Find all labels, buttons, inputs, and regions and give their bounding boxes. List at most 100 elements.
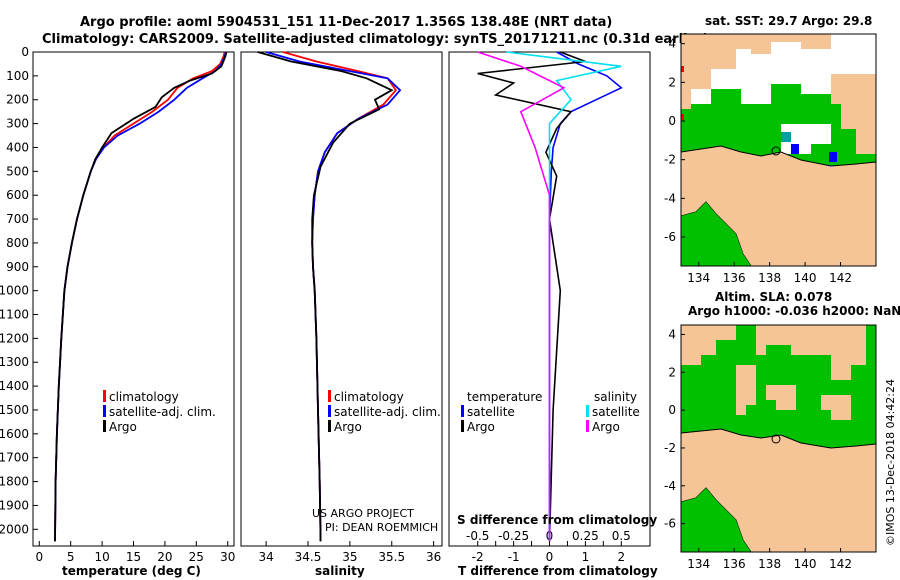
sla-land-north-4	[766, 385, 796, 410]
map-y-tick-label: -6	[664, 230, 676, 244]
legend-label-climatology: climatology	[334, 390, 404, 404]
map-y-tick-label: -4	[664, 479, 676, 493]
x-tick-label: 20	[157, 550, 172, 564]
t-difference-axis-ticks: -2 -1 0 1 2	[472, 541, 625, 564]
temperature-axis-ticks: 0 5 10 15 20 25 30	[35, 541, 235, 564]
x-tick-label: 34	[258, 550, 273, 564]
temperature-series	[54, 51, 228, 542]
series-line-argo	[54, 51, 228, 542]
credit-project: US ARGO PROJECT	[312, 507, 414, 520]
sst-sea-south	[681, 202, 751, 266]
sla-map-area	[681, 325, 876, 552]
legend-label-satellite: satellite-adj. clim.	[109, 405, 216, 419]
x-tick-label: 0	[546, 550, 554, 564]
s-tick-label: 0.25	[572, 529, 599, 543]
map-y-tick-label: 2	[668, 365, 676, 379]
s-tick-label: 0.5	[612, 529, 631, 543]
salinity-legend: climatology satellite-adj. clim. Argo	[328, 390, 441, 434]
y-tick-label: 300	[6, 117, 29, 131]
y-tick-label: 800	[6, 236, 29, 250]
sla-land-north-3	[736, 365, 756, 415]
sst-red-pixel	[681, 114, 684, 120]
legend-label-s-satellite: satellite	[592, 405, 640, 419]
y-tick-label: 700	[6, 212, 29, 226]
y-tick-label: 600	[6, 188, 29, 202]
x-tick-label: 0	[35, 550, 43, 564]
legend-title-salinity: salinity	[594, 390, 637, 404]
x-tick-label: -1	[508, 550, 520, 564]
temperature-plot-frame	[32, 51, 235, 547]
map-y-tick-label: 4	[668, 37, 676, 51]
x-tick-label: 15	[126, 550, 141, 564]
temperature-legend: climatology satellite-adj. clim. Argo	[103, 390, 216, 434]
map-y-tick-label: 2	[668, 75, 676, 89]
depth-axis-ticks: 0 100 200 300 400 500 600 700 800 900 1000 1100 1200…	[0, 45, 38, 536]
map-y-tick-label: 4	[668, 327, 676, 341]
difference-series	[477, 51, 623, 542]
x-tick-label: 1	[582, 550, 590, 564]
y-tick-label: 1600	[0, 427, 29, 441]
t-difference-xlabel: T difference from climatology	[458, 564, 658, 578]
legend-swatch-argo	[328, 420, 331, 432]
y-tick-label: 200	[6, 93, 29, 107]
legend-swatch-climatology	[103, 390, 106, 402]
map-x-tick-label: 134	[687, 557, 710, 571]
map-x-tick-label: 138	[758, 271, 781, 285]
legend-swatch-satellite	[103, 405, 106, 417]
sla-land-north-2	[756, 325, 866, 380]
map-y-tick-label: -2	[664, 153, 676, 167]
series-line-t-argo	[477, 51, 586, 542]
y-tick-label: 1400	[0, 379, 29, 393]
legend-swatch-s-satellite	[586, 405, 589, 417]
map-x-tick-label: 136	[723, 271, 746, 285]
sst-map-axis-ticks: 134 136 138 140 142 4 2 0 -2 -4 -6	[664, 37, 852, 285]
y-tick-label: 500	[6, 164, 29, 178]
y-tick-label: 1200	[0, 331, 29, 345]
map-x-tick-label: 140	[794, 271, 817, 285]
map-y-tick-label: -2	[664, 441, 676, 455]
sst-warm-pixel	[791, 144, 799, 154]
map-y-tick-label: 0	[668, 403, 676, 417]
x-tick-label: 2	[617, 550, 625, 564]
sst-warm-pixel	[829, 152, 837, 162]
salinity-panel: 34 34.5 35 35.5 36 salinity climatology sate…	[240, 51, 443, 578]
y-tick-label: 1700	[0, 451, 29, 465]
legend-swatch-satellite	[328, 405, 331, 417]
map-x-tick-label: 138	[758, 557, 781, 571]
x-tick-label: 35	[342, 550, 357, 564]
legend-label-argo: Argo	[334, 420, 362, 434]
sla-map-panel: Altim. SLA: 0.078 Argo h1000: -0.036 h20…	[664, 290, 900, 571]
difference-legend: temperature satellite Argo salinity sate…	[461, 390, 640, 434]
legend-label-s-argo: Argo	[592, 420, 620, 434]
map-y-tick-label: -4	[664, 191, 676, 205]
y-tick-label: 2000	[0, 522, 29, 536]
sst-land-north-2	[751, 34, 831, 54]
s-tick-label: -0.25	[498, 529, 529, 543]
x-tick-label: 10	[94, 550, 109, 564]
x-tick-label: 25	[189, 550, 204, 564]
legend-swatch-climatology	[328, 390, 331, 402]
sla-land-north-6	[681, 325, 701, 365]
legend-label-satellite: satellite-adj. clim.	[334, 405, 441, 419]
sla-map-axis-ticks: 134 136 138 140 142 4 2 0 -2 -4 -6	[664, 327, 852, 571]
salinity-xlabel: salinity	[315, 564, 365, 578]
figure-title-line2: Climatology: CARS2009. Satellite-adjuste…	[42, 32, 709, 47]
y-tick-label: 400	[6, 140, 29, 154]
map-x-tick-label: 142	[829, 271, 852, 285]
y-tick-label: 1100	[0, 308, 29, 322]
legend-label-t-argo: Argo	[467, 420, 495, 434]
legend-label-argo: Argo	[109, 420, 137, 434]
s-tick-label: -0.5	[466, 529, 489, 543]
temperature-panel: 0100200300400500600700800900100011001200…	[0, 45, 235, 578]
map-y-tick-label: 0	[668, 114, 676, 128]
figure-title-line1: Argo profile: aoml 5904531_151 11-Dec-20…	[80, 15, 612, 30]
imos-stamp: ©IMOS 13-Dec-2018 04:42:24	[884, 379, 897, 546]
legend-swatch-t-argo	[461, 420, 464, 432]
sla-sea-south	[681, 488, 751, 552]
series-line-s-argo	[477, 51, 566, 542]
y-tick-label: 0	[21, 45, 29, 59]
map-x-tick-label: 136	[723, 557, 746, 571]
map-x-tick-label: 140	[794, 557, 817, 571]
s-difference-label: S difference from climatology	[457, 513, 657, 527]
y-tick-label: 1000	[0, 284, 29, 298]
